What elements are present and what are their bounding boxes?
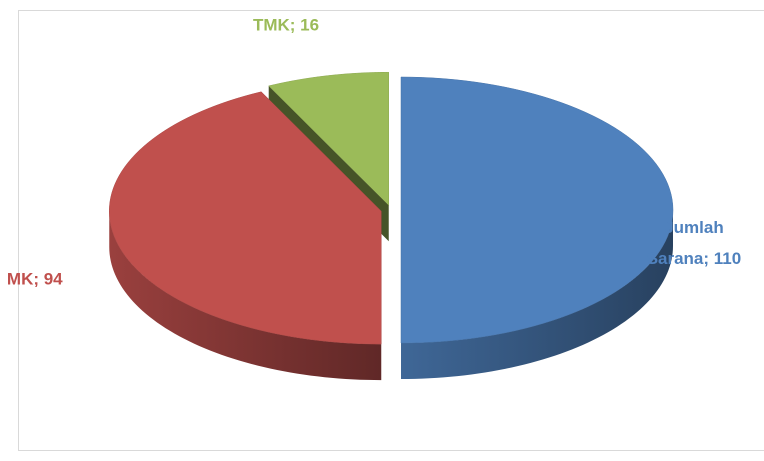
- slice-tops: [109, 71, 674, 345]
- slice: [109, 91, 382, 345]
- data-label: TMK; 16: [253, 15, 319, 34]
- data-label: MK; 94: [7, 270, 63, 289]
- slice: [268, 71, 389, 206]
- data-label: Jumlah Sarana; 110: [647, 218, 742, 268]
- slice: [400, 76, 674, 344]
- slice-side: [401, 210, 673, 379]
- slice-side: [109, 211, 382, 381]
- label-line: Sarana; 110: [647, 249, 742, 268]
- label-line: Jumlah: [664, 218, 724, 237]
